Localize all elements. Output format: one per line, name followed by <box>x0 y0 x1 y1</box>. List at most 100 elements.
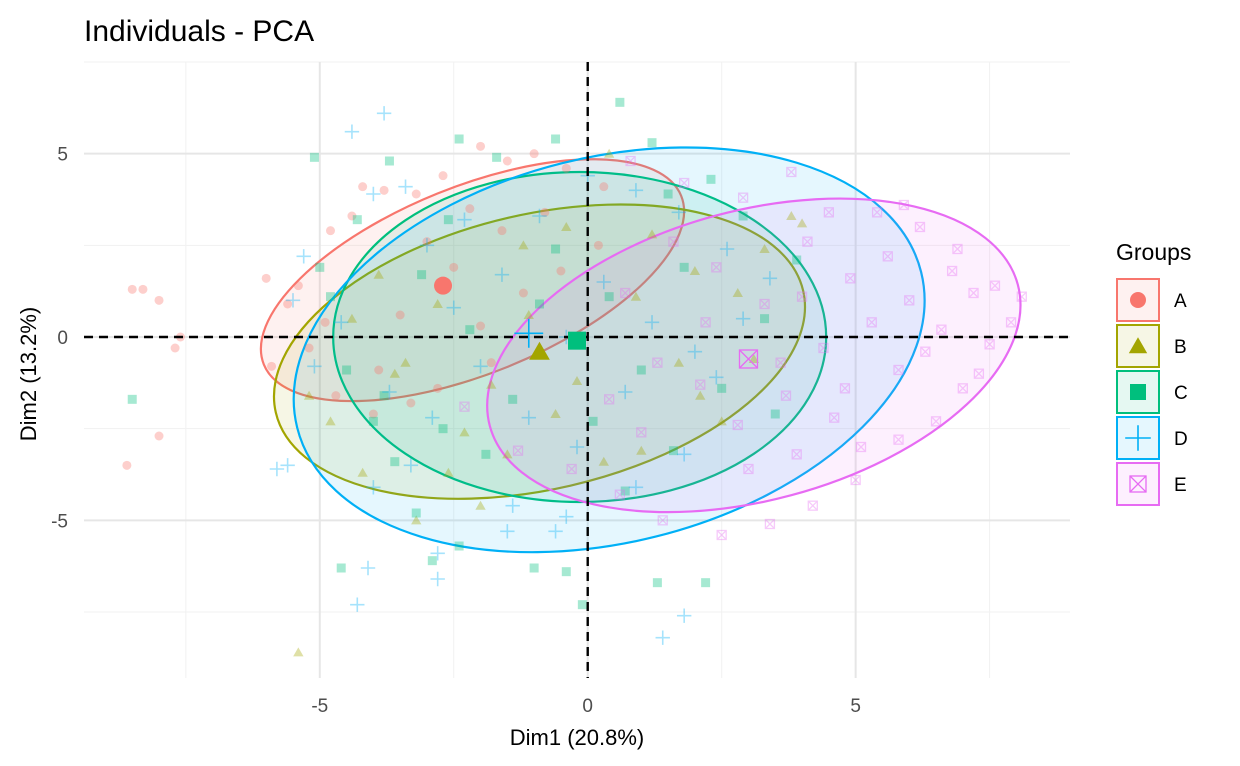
point-group-C <box>127 394 137 404</box>
point-group-E <box>780 390 792 401</box>
point-group-E <box>620 287 631 299</box>
point-group-C <box>342 365 352 375</box>
centroid-group-B <box>529 341 550 360</box>
point-group-A <box>518 288 528 298</box>
point-group-B <box>550 409 561 419</box>
point-group-E <box>807 500 818 511</box>
point-group-D <box>280 458 295 473</box>
point-group-A <box>304 343 314 353</box>
point-group-C <box>792 255 802 265</box>
point-group-D <box>505 498 520 513</box>
point-group-C <box>770 409 780 419</box>
point-group-A <box>138 284 148 294</box>
legend-label-D: D <box>1174 429 1188 450</box>
chart-title: Individuals - PCA <box>84 15 314 48</box>
point-group-D <box>559 509 574 524</box>
point-group-E <box>716 529 727 541</box>
point-group-B <box>732 288 743 298</box>
point-group-C <box>561 567 571 577</box>
point-group-D <box>446 300 461 315</box>
point-group-D <box>676 608 692 623</box>
point-group-A <box>561 163 571 173</box>
point-group-E <box>625 155 636 167</box>
point-group-B <box>561 222 572 232</box>
point-group-B <box>486 379 497 389</box>
point-group-C <box>706 174 716 184</box>
point-group-C <box>636 365 646 375</box>
point-group-C <box>390 457 400 467</box>
point-group-E <box>823 207 835 218</box>
point-group-A <box>476 141 486 151</box>
point-group-A <box>438 171 448 181</box>
point-group-D <box>500 524 515 539</box>
point-group-E <box>936 324 947 335</box>
grid-minor <box>84 61 1070 678</box>
point-group-E <box>459 401 470 412</box>
legend-item-A: A <box>1116 278 1187 322</box>
point-group-A <box>433 383 443 393</box>
point-group-E <box>952 243 963 255</box>
legend-marker-D <box>1125 425 1151 451</box>
point-group-B <box>373 269 384 279</box>
point-group-E <box>679 177 690 189</box>
point-group-D <box>285 293 301 308</box>
point-group-A <box>122 460 132 470</box>
point-group-E <box>898 199 910 211</box>
point-group-E <box>695 379 706 390</box>
point-group-A <box>326 226 335 236</box>
point-group-D <box>382 384 397 400</box>
point-group-A <box>267 361 277 371</box>
point-group-A <box>368 409 378 419</box>
point-group-B <box>603 148 615 158</box>
point-group-B <box>502 449 513 459</box>
point-group-B <box>630 291 642 301</box>
point-group-E <box>604 394 615 405</box>
point-group-E <box>855 441 867 453</box>
point-group-E <box>893 434 904 445</box>
legend-label-A: A <box>1174 291 1187 312</box>
point-group-A <box>331 391 341 401</box>
point-group-D <box>366 480 381 495</box>
y-axis-title: Dim2 (13.2%) <box>16 307 41 441</box>
point-group-E <box>1005 317 1017 328</box>
point-group-A <box>497 226 507 236</box>
point-group-D <box>644 315 660 330</box>
point-group-B <box>475 500 486 510</box>
point-group-C <box>529 563 539 573</box>
point-group-E <box>871 207 883 218</box>
point-group-D <box>618 384 633 400</box>
y-tick-label: -5 <box>51 511 68 532</box>
point-group-C <box>326 292 335 302</box>
point-group-A <box>599 182 609 192</box>
x-tick-label: 0 <box>582 696 593 717</box>
centroid-group-E <box>738 349 759 369</box>
point-group-D <box>687 344 703 359</box>
point-group-C <box>384 156 394 166</box>
point-group-E <box>829 412 840 423</box>
point-group-E <box>711 262 722 273</box>
point-group-A <box>127 284 137 294</box>
ellipse-group-A <box>259 158 686 403</box>
point-group-C <box>379 391 389 401</box>
point-group-C <box>551 134 561 144</box>
point-group-E <box>1016 291 1027 302</box>
legend-marker-B <box>1128 337 1148 354</box>
point-group-C <box>652 578 662 588</box>
point-group-D <box>473 359 488 374</box>
point-group-C <box>443 215 453 225</box>
point-group-D <box>430 571 445 587</box>
point-group-B <box>357 467 368 477</box>
point-group-D <box>403 458 419 473</box>
point-group-E <box>668 236 679 247</box>
legend-item-E: E <box>1116 462 1187 506</box>
point-group-E <box>984 339 995 350</box>
point-group-B <box>411 515 422 525</box>
point-group-C <box>465 325 475 335</box>
y-tick-labels: -5 0 5 <box>51 145 68 533</box>
point-group-E <box>839 383 851 394</box>
point-group-E <box>614 489 626 500</box>
point-group-A <box>395 310 405 320</box>
point-group-A <box>170 343 180 353</box>
legend-item-C: C <box>1116 370 1188 414</box>
point-group-C <box>620 486 630 496</box>
